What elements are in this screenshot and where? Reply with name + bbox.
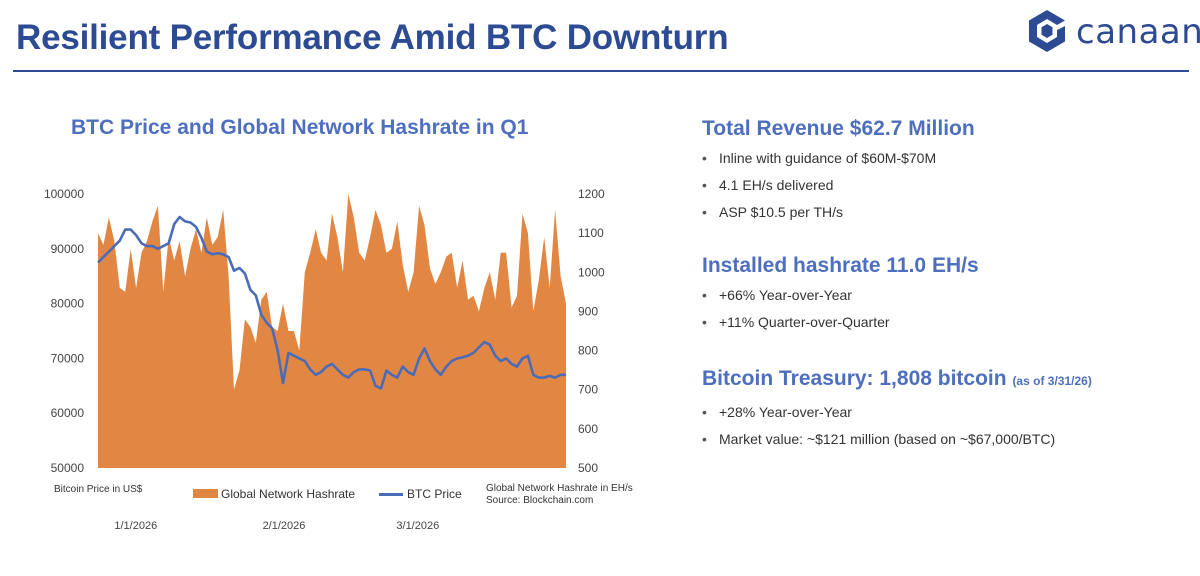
logo-wordmark: canaan <box>1076 12 1200 52</box>
list-item: Inline with guidance of $60M-$70M <box>702 145 975 172</box>
hashrate-area-layer <box>98 194 566 468</box>
x-tick-label: 1/1/2026 <box>114 520 157 532</box>
left-tick-label: 50000 <box>51 461 85 475</box>
revenue-section: Total Revenue $62.7 Million Inline with … <box>702 117 975 226</box>
treasury-heading-text: Bitcoin Treasury: 1,808 bitcoin <box>702 367 1007 390</box>
list-item: Market value: ~$121 million (based on ~$… <box>702 426 1092 453</box>
hashrate-area <box>98 194 566 468</box>
right-tick-label: 600 <box>578 422 598 436</box>
btc-price-line <box>97 215 566 390</box>
right-tick-label: 900 <box>578 304 598 318</box>
list-item: +11% Quarter-over-Quarter <box>702 309 979 336</box>
right-tick-label: 700 <box>578 383 598 397</box>
right-axis-label: Global Network Hashrate in EH/s <box>486 483 633 494</box>
list-item: 4.1 EH/s delivered <box>702 172 975 199</box>
treasury-bullets: +28% Year-over-Year Market value: ~$121 … <box>702 399 1092 453</box>
legend-swatch-price <box>379 493 403 496</box>
hashrate-heading: Installed hashrate 11.0 EH/s <box>702 254 979 277</box>
canaan-hexagon-logo-icon <box>1029 10 1065 52</box>
treasury-heading: Bitcoin Treasury: 1,808 bitcoin (as of 3… <box>702 367 1092 391</box>
right-tick-label: 500 <box>578 461 598 475</box>
left-tick-label: 60000 <box>51 406 85 420</box>
price-line-layer <box>97 215 566 390</box>
right-tick-label: 1000 <box>578 265 605 279</box>
right-axis-ticks: 500 600 700 800 900 1000 1100 1200 <box>578 187 605 475</box>
x-tick-label: 2/1/2026 <box>263 520 306 532</box>
left-axis-label: Bitcoin Price in US$ <box>54 484 143 495</box>
source-note: Source: Blockchain.com <box>486 495 594 506</box>
left-tick-label: 90000 <box>51 242 85 256</box>
right-tick-label: 800 <box>578 344 598 358</box>
x-tick-label: 3/1/2026 <box>396 520 439 532</box>
right-tick-label: 1200 <box>578 187 605 201</box>
left-tick-label: 70000 <box>51 351 85 365</box>
slide-title: Resilient Performance Amid BTC Downturn <box>16 18 729 57</box>
treasury-section: Bitcoin Treasury: 1,808 bitcoin (as of 3… <box>702 367 1092 453</box>
hashrate-bullets: +66% Year-over-Year +11% Quarter-over-Qu… <box>702 282 979 336</box>
legend-label-price: BTC Price <box>407 487 462 501</box>
right-tick-label: 1100 <box>578 226 604 240</box>
title-divider <box>13 70 1189 72</box>
legend-label-hashrate: Global Network Hashrate <box>221 487 356 501</box>
list-item: ASP $10.5 per TH/s <box>702 199 975 226</box>
x-axis-ticks: 1/1/2026 2/1/2026 3/1/2026 <box>114 520 439 532</box>
legend-swatch-hashrate <box>193 489 218 498</box>
hashrate-section: Installed hashrate 11.0 EH/s +66% Year-o… <box>702 254 979 336</box>
left-tick-label: 100000 <box>44 187 84 201</box>
dual-axis-chart: 50000 60000 70000 80000 90000 100000 500 600 70… <box>44 187 605 532</box>
left-axis-ticks: 50000 60000 70000 80000 90000 100000 <box>44 187 84 475</box>
revenue-heading: Total Revenue $62.7 Million <box>702 117 975 140</box>
brand-logo: canaan <box>1024 8 1200 58</box>
list-item: +66% Year-over-Year <box>702 282 979 309</box>
treasury-heading-date: (as of 3/31/26) <box>1012 374 1092 388</box>
list-item: +28% Year-over-Year <box>702 399 1092 426</box>
revenue-bullets: Inline with guidance of $60M-$70M 4.1 EH… <box>702 145 975 226</box>
chart-title: BTC Price and Global Network Hashrate in… <box>71 116 529 139</box>
left-tick-label: 80000 <box>51 297 85 311</box>
